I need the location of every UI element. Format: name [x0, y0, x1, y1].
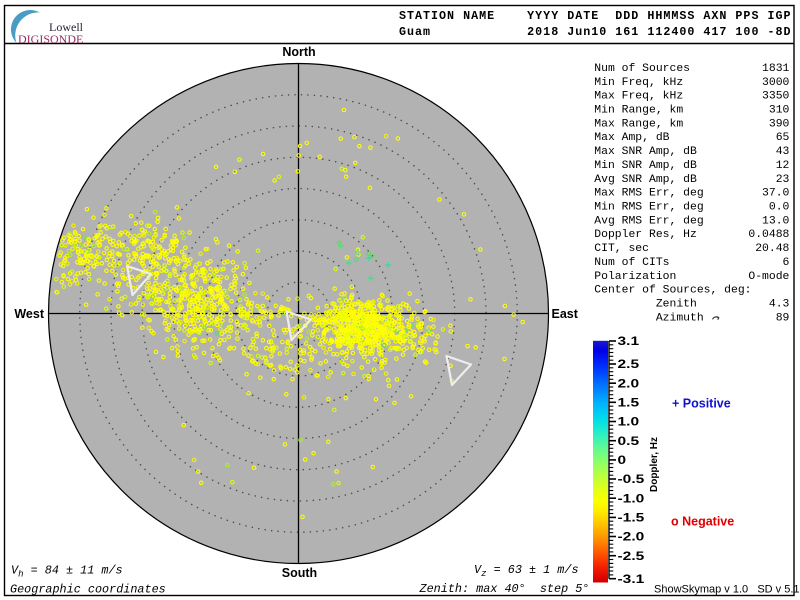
- svg-text:Guam 2018 Jun10 161: Guam 2018 Jun10 161 112400 417 100 -8D: [399, 25, 791, 39]
- svg-text:-3.1: -3.1: [618, 574, 646, 586]
- svg-text:0.0488: 0.0488: [748, 229, 789, 241]
- svg-text:Azimuth: Azimuth: [594, 312, 703, 324]
- svg-text:Lowell: Lowell: [49, 20, 84, 34]
- svg-text:13.0: 13.0: [762, 215, 790, 227]
- svg-text:Min SNR Amp, dB: Min SNR Amp, dB: [594, 160, 697, 172]
- svg-text:12: 12: [776, 160, 790, 172]
- svg-text:Zenith: max 40° step 5°: Zenith: max 40° step 5°: [419, 582, 590, 596]
- svg-text:-1.5: -1.5: [618, 513, 646, 525]
- svg-text:Geographic coordinates: Geographic coordinates: [10, 583, 166, 597]
- svg-text:Avg SNR Amp, dB: Avg SNR Amp, dB: [594, 174, 697, 186]
- svg-text:43: 43: [776, 146, 790, 158]
- svg-text:Vh = 84 ± 11 m/s: Vh = 84 ± 11 m/s: [11, 564, 123, 580]
- svg-text:O-mode: O-mode: [748, 271, 789, 283]
- svg-text:1.5: 1.5: [618, 398, 640, 410]
- svg-text:1.0: 1.0: [618, 417, 640, 429]
- svg-text:CIT, sec: CIT, sec: [594, 243, 649, 255]
- svg-text:ShowSkymap v 1.0 SD v 5.1: ShowSkymap v 1.0 SD v 5.1: [654, 584, 800, 596]
- svg-text:0.5: 0.5: [618, 436, 640, 448]
- svg-text:310: 310: [769, 105, 790, 117]
- svg-text:0.0: 0.0: [769, 202, 790, 214]
- svg-text:West: West: [14, 307, 44, 321]
- svg-text:3.1: 3.1: [618, 336, 640, 348]
- svg-text:Doppler Res, Hz: Doppler Res, Hz: [594, 229, 697, 241]
- svg-text:Max Range, km: Max Range, km: [594, 118, 683, 130]
- svg-text:Min Range, km: Min Range, km: [594, 105, 683, 117]
- svg-text:Num of CITs: Num of CITs: [594, 257, 669, 269]
- svg-text:North: North: [282, 45, 315, 59]
- svg-text:Zenith: Zenith: [594, 298, 697, 310]
- svg-text:Center of Sources, deg:: Center of Sources, deg:: [594, 285, 751, 297]
- svg-text:Vz = 63 ± 1 m/s: Vz = 63 ± 1 m/s: [474, 563, 579, 579]
- svg-text:Min Freq, kHz: Min Freq, kHz: [594, 77, 683, 89]
- svg-text:Num of Sources: Num of Sources: [594, 63, 690, 75]
- svg-text:Max Amp, dB: Max Amp, dB: [594, 132, 669, 144]
- svg-text:6: 6: [783, 257, 790, 269]
- svg-text:Polarization: Polarization: [594, 271, 676, 283]
- svg-text:4.3: 4.3: [769, 298, 790, 310]
- svg-text:3000: 3000: [762, 77, 790, 89]
- svg-text:-1.0: -1.0: [618, 493, 645, 505]
- svg-text:20.48: 20.48: [755, 243, 789, 255]
- svg-text:South: South: [282, 566, 317, 580]
- svg-text:DIGISONDE: DIGISONDE: [18, 32, 83, 46]
- svg-text:2.0: 2.0: [618, 378, 640, 390]
- svg-text:Doppler, Hz: Doppler, Hz: [648, 437, 660, 492]
- svg-text:STATION NAME YYYY DATE DDD: STATION NAME YYYY DATE DDD HHMMSS AXN PP…: [399, 9, 791, 23]
- svg-text:0: 0: [618, 455, 627, 467]
- svg-text:2.5: 2.5: [618, 359, 640, 371]
- svg-text:o Negative: o Negative: [671, 515, 734, 529]
- svg-text:37.0: 37.0: [762, 188, 790, 200]
- svg-text:89: 89: [776, 312, 790, 324]
- svg-text:23: 23: [776, 174, 790, 186]
- svg-text:-2.5: -2.5: [618, 551, 646, 563]
- svg-text:65: 65: [776, 132, 790, 144]
- svg-text:Max SNR Amp, dB: Max SNR Amp, dB: [594, 146, 697, 158]
- svg-text:1831: 1831: [762, 63, 790, 75]
- svg-text:3350: 3350: [762, 91, 790, 103]
- svg-text:+ Positive: + Positive: [672, 397, 731, 411]
- svg-text:-2.0: -2.0: [618, 532, 645, 544]
- svg-text:Min RMS Err, deg: Min RMS Err, deg: [594, 202, 703, 214]
- svg-text:Avg RMS Err, deg: Avg RMS Err, deg: [594, 215, 703, 227]
- svg-text:390: 390: [769, 118, 790, 130]
- svg-text:Max Freq, kHz: Max Freq, kHz: [594, 91, 683, 103]
- svg-text:East: East: [552, 307, 579, 321]
- svg-text:Max RMS Err, deg: Max RMS Err, deg: [594, 188, 703, 200]
- svg-text:-0.5: -0.5: [618, 474, 646, 486]
